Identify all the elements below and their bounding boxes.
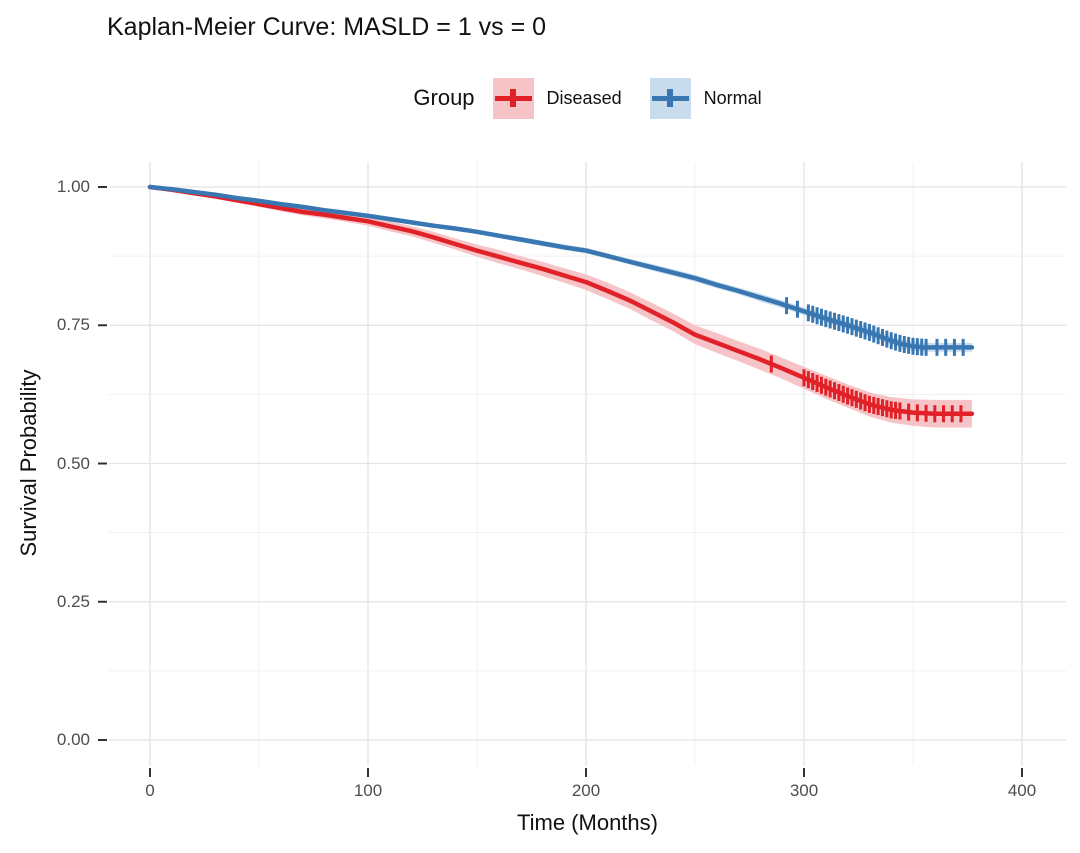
- censor-marks: [769, 297, 965, 423]
- legend-title: Group: [413, 85, 475, 110]
- y-tick-label-0.25: 0.25: [56, 591, 90, 611]
- x-axis-title: Time (Months): [517, 810, 658, 835]
- legend-key-normal: [649, 77, 691, 119]
- legend: Group Diseased Normal: [109, 74, 1066, 122]
- y-axis-title: Survival Probability: [16, 369, 41, 557]
- x-tick-label-0: 0: [145, 781, 155, 800]
- legend-key-diseased: [492, 77, 534, 119]
- axis-tick-marks: [98, 186, 1023, 777]
- chart-title: Kaplan-Meier Curve: MASLD = 1 vs = 0: [107, 13, 547, 41]
- ci-band-diseased: [150, 185, 972, 428]
- y-tick-label-0.75: 0.75: [56, 315, 90, 335]
- y-tick-label-0.00: 0.00: [56, 730, 90, 749]
- legend-entry-diseased: Diseased: [492, 77, 622, 119]
- x-tick-label-400: 400: [1007, 781, 1037, 800]
- x-tick-label-300: 300: [789, 781, 819, 800]
- survival-curves: [147, 184, 975, 416]
- legend-entry-normal: Normal: [649, 77, 762, 119]
- legend-label-normal: Normal: [703, 87, 762, 108]
- x-tick-label-200: 200: [571, 781, 601, 800]
- survival-curve-diseased: [147, 184, 975, 416]
- x-tick-label-100: 100: [353, 781, 383, 800]
- legend-entries: Diseased Normal: [492, 77, 762, 119]
- plus-marker-icon: [667, 89, 674, 107]
- confidence-bands: [150, 185, 972, 428]
- y-tick-label-1.00: 1.00: [56, 177, 90, 196]
- plus-marker-icon: [510, 89, 517, 107]
- y-tick-label-0.50: 0.50: [56, 453, 90, 473]
- major-gridlines: [109, 162, 1066, 766]
- legend-label-diseased: Diseased: [546, 87, 622, 108]
